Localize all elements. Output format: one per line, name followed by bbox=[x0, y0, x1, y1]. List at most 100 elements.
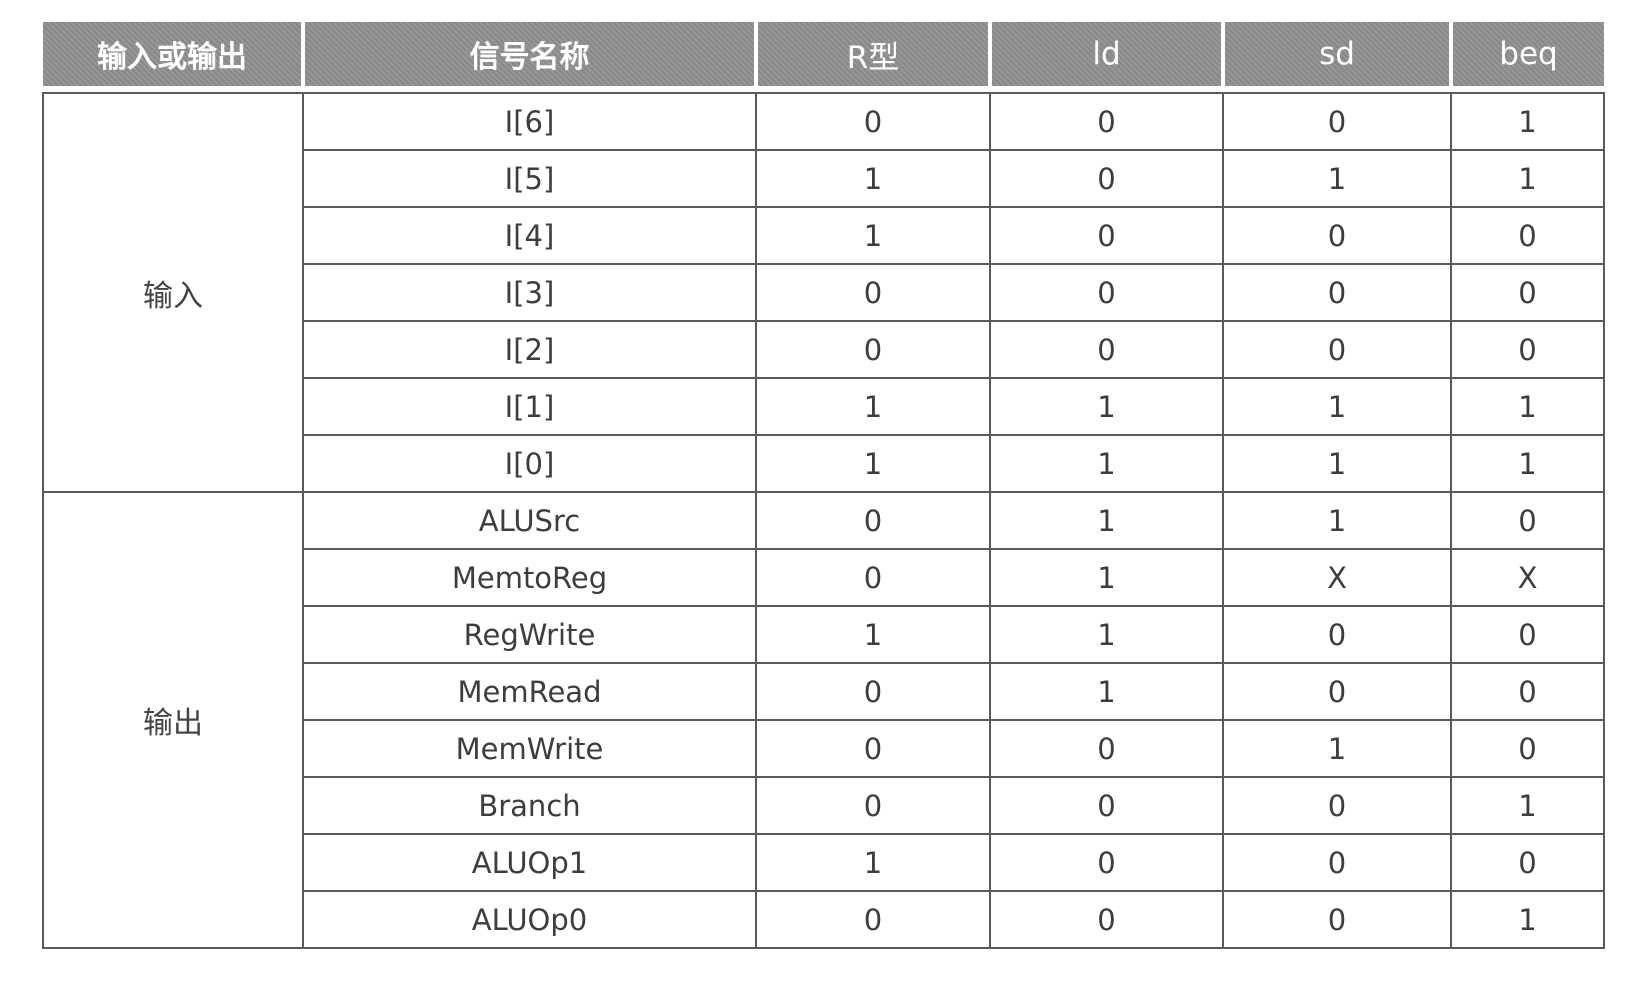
sd-cell: 0 bbox=[1222, 605, 1452, 664]
signal-cell: ALUOp0 bbox=[302, 890, 757, 949]
table-row: ALUOp0 0 0 0 1 bbox=[43, 890, 1605, 949]
ld-cell: 0 bbox=[989, 92, 1224, 151]
ld-cell: 1 bbox=[989, 377, 1224, 436]
group-cell-input: 输入 bbox=[42, 92, 304, 493]
sd-cell: 1 bbox=[1222, 149, 1452, 208]
signal-cell: I[1] bbox=[302, 377, 757, 436]
beq-cell: 1 bbox=[1450, 890, 1605, 949]
sd-cell: 0 bbox=[1222, 833, 1452, 892]
header-signal-name: 信号名称 bbox=[301, 22, 758, 86]
beq-cell: 0 bbox=[1450, 833, 1605, 892]
ld-cell: 0 bbox=[989, 833, 1224, 892]
header-ld: ld bbox=[988, 22, 1225, 86]
sd-cell: 1 bbox=[1222, 491, 1452, 550]
header-gap bbox=[43, 86, 1604, 93]
beq-cell: 1 bbox=[1450, 434, 1605, 493]
ld-cell: 1 bbox=[989, 605, 1224, 664]
r-type-cell: 0 bbox=[755, 719, 991, 778]
signal-cell: I[5] bbox=[302, 149, 757, 208]
beq-cell: 0 bbox=[1450, 263, 1605, 322]
header-sd: sd bbox=[1221, 22, 1453, 86]
table-row: I[0] 1 1 1 1 bbox=[43, 434, 1605, 493]
r-type-cell: 0 bbox=[755, 263, 991, 322]
r-type-cell: 1 bbox=[755, 206, 991, 265]
beq-cell: 0 bbox=[1450, 491, 1605, 550]
beq-cell: 0 bbox=[1450, 662, 1605, 721]
sd-cell: X bbox=[1222, 548, 1452, 607]
ld-cell: 0 bbox=[989, 206, 1224, 265]
beq-cell: 0 bbox=[1450, 320, 1605, 379]
header-row: 输入或输出 信号名称 R型 ld sd beq bbox=[43, 22, 1604, 86]
table-body: 输入 I[6] 0 0 0 1 I[5] 1 0 1 1 I[4] 1 0 0 … bbox=[42, 86, 1605, 949]
control-truth-table: 输入或输出 信号名称 R型 ld sd beq 输入 I[6] 0 0 0 1 … bbox=[42, 22, 1605, 949]
r-type-cell: 0 bbox=[755, 92, 991, 151]
ld-cell: 1 bbox=[989, 491, 1224, 550]
sd-cell: 0 bbox=[1222, 92, 1452, 151]
sd-cell: 0 bbox=[1222, 263, 1452, 322]
signal-cell: Branch bbox=[302, 776, 757, 835]
ld-cell: 0 bbox=[989, 320, 1224, 379]
sd-cell: 0 bbox=[1222, 320, 1452, 379]
r-type-cell: 0 bbox=[755, 491, 991, 550]
table-row: RegWrite 1 1 0 0 bbox=[43, 605, 1605, 664]
ld-cell: 0 bbox=[989, 263, 1224, 322]
table-row: 输入 I[6] 0 0 0 1 bbox=[42, 92, 1605, 493]
beq-cell: 1 bbox=[1450, 776, 1605, 835]
sd-cell: 1 bbox=[1222, 719, 1452, 778]
signal-cell: ALUOp1 bbox=[302, 833, 757, 892]
r-type-cell: 1 bbox=[755, 833, 991, 892]
header-gap-cell bbox=[43, 86, 1604, 93]
signal-cell: MemRead bbox=[302, 662, 757, 721]
signal-cell: ALUSrc bbox=[302, 491, 757, 550]
r-type-cell: 1 bbox=[755, 434, 991, 493]
r-type-cell: 0 bbox=[755, 890, 991, 949]
r-type-cell: 1 bbox=[755, 149, 991, 208]
beq-cell: 1 bbox=[1450, 92, 1605, 151]
header-io: 输入或输出 bbox=[43, 22, 305, 86]
ld-cell: 0 bbox=[989, 149, 1224, 208]
table-header: 输入或输出 信号名称 R型 ld sd beq bbox=[43, 22, 1604, 86]
table-row: MemWrite 0 0 1 0 bbox=[43, 719, 1605, 778]
sd-cell: 0 bbox=[1222, 662, 1452, 721]
beq-cell: 0 bbox=[1450, 206, 1605, 265]
table-row: ALUOp1 1 0 0 0 bbox=[43, 833, 1605, 892]
r-type-cell: 1 bbox=[755, 605, 991, 664]
sd-cell: 1 bbox=[1222, 377, 1452, 436]
signal-cell: I[0] bbox=[302, 434, 757, 493]
table-row: I[5] 1 0 1 1 bbox=[43, 149, 1605, 208]
table-row: MemRead 0 1 0 0 bbox=[43, 662, 1605, 721]
ld-cell: 1 bbox=[989, 548, 1224, 607]
signal-cell: MemtoReg bbox=[302, 548, 757, 607]
beq-cell: 1 bbox=[1450, 149, 1605, 208]
table-row: I[3] 0 0 0 0 bbox=[43, 263, 1605, 322]
table-row: 输出 ALUSrc 0 1 1 0 bbox=[42, 491, 1605, 949]
signal-cell: RegWrite bbox=[302, 605, 757, 664]
beq-cell: 0 bbox=[1450, 719, 1605, 778]
r-type-cell: 1 bbox=[755, 377, 991, 436]
r-type-cell: 0 bbox=[755, 776, 991, 835]
sd-cell: 0 bbox=[1222, 776, 1452, 835]
table-row: Branch 0 0 0 1 bbox=[43, 776, 1605, 835]
sd-cell: 0 bbox=[1222, 206, 1452, 265]
table-row: I[1] 1 1 1 1 bbox=[43, 377, 1605, 436]
table-row: I[2] 0 0 0 0 bbox=[43, 320, 1605, 379]
beq-cell: X bbox=[1450, 548, 1605, 607]
table-row: I[4] 1 0 0 0 bbox=[43, 206, 1605, 265]
r-type-cell: 0 bbox=[755, 320, 991, 379]
sd-cell: 1 bbox=[1222, 434, 1452, 493]
r-type-cell: 0 bbox=[755, 548, 991, 607]
header-r-type: R型 bbox=[754, 22, 992, 86]
ld-cell: 1 bbox=[989, 434, 1224, 493]
ld-cell: 0 bbox=[989, 719, 1224, 778]
beq-cell: 1 bbox=[1450, 377, 1605, 436]
table-row: MemtoReg 0 1 X X bbox=[43, 548, 1605, 607]
signal-cell: I[2] bbox=[302, 320, 757, 379]
beq-cell: 0 bbox=[1450, 605, 1605, 664]
sd-cell: 0 bbox=[1222, 890, 1452, 949]
signal-cell: I[6] bbox=[302, 92, 757, 151]
ld-cell: 1 bbox=[989, 662, 1224, 721]
signal-cell: MemWrite bbox=[302, 719, 757, 778]
signal-cell: I[3] bbox=[302, 263, 757, 322]
ld-cell: 0 bbox=[989, 776, 1224, 835]
